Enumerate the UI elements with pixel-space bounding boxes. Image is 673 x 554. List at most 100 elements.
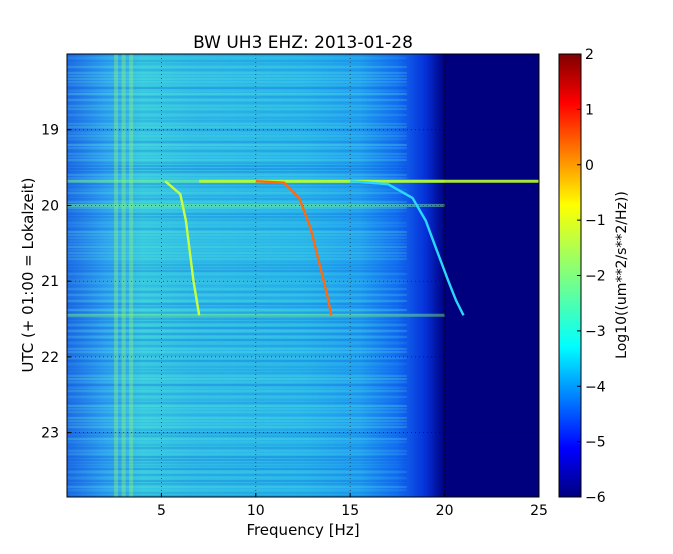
texture-stripe xyxy=(67,486,407,488)
texture-stripe xyxy=(67,471,407,473)
texture-stripe xyxy=(67,480,407,482)
texture-stripe xyxy=(67,150,407,152)
texture-stripe xyxy=(67,342,407,344)
texture-stripe xyxy=(67,468,407,470)
texture-stripe xyxy=(67,177,407,179)
texture-stripe xyxy=(67,105,407,107)
texture-stripe xyxy=(67,93,407,95)
texture-stripe xyxy=(67,441,407,443)
texture-stripe xyxy=(67,435,407,437)
texture-stripe xyxy=(67,96,407,98)
texture-stripe xyxy=(67,279,407,281)
texture-stripe xyxy=(67,240,407,242)
y-tick-label: 21 xyxy=(41,274,59,290)
texture-stripe xyxy=(67,213,407,215)
texture-stripe xyxy=(67,192,407,194)
texture-stripe xyxy=(67,108,407,110)
y-tick-label: 19 xyxy=(41,123,59,139)
texture-stripe xyxy=(67,408,407,410)
texture-stripe xyxy=(67,390,407,392)
texture-stripe xyxy=(67,285,407,287)
texture-stripe xyxy=(67,429,407,431)
texture-stripe xyxy=(67,84,407,86)
texture-stripe xyxy=(67,360,407,362)
texture-stripe xyxy=(67,138,407,140)
texture-stripe xyxy=(67,276,407,278)
texture-stripe xyxy=(67,399,407,401)
texture-stripe xyxy=(67,291,407,293)
texture-stripe xyxy=(67,348,407,350)
texture-stripe xyxy=(67,432,407,434)
texture-stripe xyxy=(67,225,407,227)
texture-stripe xyxy=(67,165,407,167)
plot-area xyxy=(67,54,539,497)
texture-stripe xyxy=(67,222,407,224)
texture-stripe xyxy=(67,363,407,365)
x-tick-label: 25 xyxy=(530,503,548,519)
texture-stripe xyxy=(67,114,407,116)
texture-stripe xyxy=(67,60,407,62)
texture-stripe xyxy=(67,204,407,206)
texture-stripe xyxy=(67,294,407,296)
texture-stripe xyxy=(67,99,407,101)
spectrogram-texture xyxy=(67,54,445,497)
texture-stripe xyxy=(67,63,407,65)
texture-stripe xyxy=(67,426,407,428)
texture-stripe xyxy=(67,402,407,404)
texture-band xyxy=(67,313,445,317)
y-axis-label: UTC (+ 01:00 = Lokalzeit) xyxy=(19,177,37,372)
texture-band xyxy=(121,54,126,497)
texture-stripe xyxy=(67,183,407,185)
colorbar-tick-label: −6 xyxy=(585,490,606,506)
texture-stripe xyxy=(67,420,407,422)
texture-stripe xyxy=(67,258,407,260)
texture-stripe xyxy=(67,123,407,125)
colorbar-tick-label: −3 xyxy=(585,324,606,340)
texture-stripe xyxy=(67,129,407,131)
texture-stripe xyxy=(67,126,407,128)
texture-band xyxy=(129,54,134,497)
texture-stripe xyxy=(67,312,407,314)
texture-stripe xyxy=(67,483,407,485)
texture-stripe xyxy=(67,171,407,173)
texture-stripe xyxy=(67,153,407,155)
colorbar-label: Log10((um**2/s**2/Hz)) xyxy=(614,191,630,359)
texture-stripe xyxy=(67,387,407,389)
texture-stripe xyxy=(67,327,407,329)
texture-stripe xyxy=(67,297,407,299)
texture-stripe xyxy=(67,141,407,143)
texture-stripe xyxy=(67,423,407,425)
texture-stripe xyxy=(67,345,407,347)
x-tick-label: 15 xyxy=(341,503,359,519)
texture-stripe xyxy=(67,459,407,461)
texture-stripe xyxy=(67,54,407,56)
series-line xyxy=(350,180,465,316)
texture-stripe xyxy=(67,255,407,257)
texture-stripe xyxy=(67,489,407,491)
texture-stripe xyxy=(67,69,407,71)
texture-stripe xyxy=(67,306,407,308)
texture-stripe xyxy=(67,453,407,455)
texture-stripe xyxy=(67,474,407,476)
texture-stripe xyxy=(67,111,407,113)
series-line xyxy=(255,180,333,316)
texture-stripe xyxy=(67,366,407,368)
texture-stripe xyxy=(67,72,407,74)
texture-stripe xyxy=(67,309,407,311)
texture-stripe xyxy=(67,117,407,119)
texture-stripe xyxy=(67,195,407,197)
texture-stripe xyxy=(67,462,407,464)
texture-stripe xyxy=(67,405,407,407)
texture-stripe xyxy=(67,219,407,221)
texture-stripe xyxy=(67,189,407,191)
texture-stripe xyxy=(67,159,407,161)
texture-stripe xyxy=(67,324,407,326)
texture-stripe xyxy=(67,237,407,239)
texture-stripe xyxy=(67,90,407,92)
texture-stripe xyxy=(67,396,407,398)
texture-stripe xyxy=(67,78,407,80)
texture-stripe xyxy=(67,231,407,233)
texture-stripe xyxy=(67,132,407,134)
texture-stripe xyxy=(67,450,407,452)
x-axis-label: Frequency [Hz] xyxy=(246,521,359,539)
